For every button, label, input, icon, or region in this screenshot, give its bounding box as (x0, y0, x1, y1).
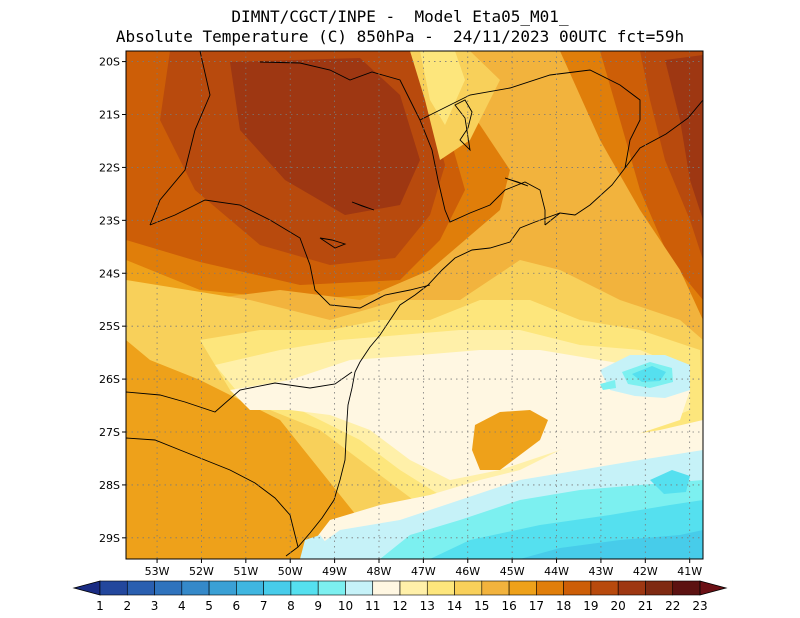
map-title-line-2: Absolute Temperature (C) 850hPa - 24/11/… (115, 27, 685, 46)
state-border (126, 437, 299, 548)
colorbar-swatch (590, 580, 619, 596)
colorbar-label: 21 (638, 599, 653, 613)
state-border (149, 199, 431, 309)
colorbar-swatch (563, 580, 592, 596)
state-border (259, 61, 546, 225)
lat-tick-label: 25S (99, 320, 120, 333)
lon-tick-label: 48W (367, 565, 392, 578)
colorbar-swatch (126, 580, 155, 596)
lon-tick-label: 52W (189, 565, 214, 578)
lat-tick-label: 27S (99, 426, 120, 439)
lat-tick-label: 29S (99, 532, 120, 545)
colorbar-swatch (345, 580, 374, 596)
colorbar-swatch (399, 580, 428, 596)
lon-tick-label: 50W (278, 565, 303, 578)
colorbar-swatch (236, 580, 264, 596)
colorbar-label: 8 (287, 599, 295, 613)
lon-tick-label: 41W (677, 565, 702, 578)
colorbar-swatch (263, 580, 292, 596)
lat-tick-label: 24S (99, 267, 120, 280)
colorbar-label: 1 (96, 599, 104, 613)
reservoir (351, 201, 375, 211)
colorbar-label: 12 (392, 599, 407, 613)
map-axes: 20S 21S 22S 23S 24S 25S 26S 27S 28S 29S 53W 52W 51W 5… (99, 56, 702, 578)
lon-tick-label: 49W (322, 565, 347, 578)
temperature-field (126, 51, 703, 559)
lon-tick-label: 44W (544, 565, 569, 578)
lat-tick-label: 21S (99, 109, 120, 122)
lon-tick-label: 46W (455, 565, 480, 578)
lon-tick-label: 43W (588, 565, 613, 578)
colorbar-swatch (426, 580, 455, 596)
lat-tick-label: 20S (99, 56, 120, 69)
colorbar-swatch (617, 580, 646, 596)
lon-tick-label: 45W (500, 565, 525, 578)
state-border (149, 51, 211, 226)
colorbar-label: 15 (474, 599, 489, 613)
state-border (544, 212, 561, 226)
colorbar-label: 16 (501, 599, 516, 613)
reservoir (319, 237, 347, 249)
colorbar-swatch (672, 580, 701, 596)
colorbar: 1 2 3 4 5 6 7 8 9 10 11 12 13 14 15 16 17 18 19 20 21 22 23 (72, 580, 728, 613)
lon-tick-label: 47W (411, 565, 436, 578)
colorbar-label: 5 (205, 599, 213, 613)
graticule (126, 51, 703, 559)
colorbar-label: 9 (314, 599, 322, 613)
lat-tick-label: 23S (99, 214, 120, 227)
state-border (419, 69, 641, 169)
colorbar-swatch (645, 580, 674, 596)
colorbar-under-arrow (72, 580, 101, 596)
colorbar-label: 18 (556, 599, 571, 613)
colorbar-label: 17 (529, 599, 544, 613)
map-title-line-1: DIMNT/CGCT/INPE - Model Eta05_M01_ (231, 7, 569, 26)
colorbar-label: 2 (123, 599, 131, 613)
colorbar-swatch (481, 580, 510, 596)
lat-tick-label: 26S (99, 373, 120, 386)
colorbar-swatch (290, 580, 319, 596)
lat-tick-label: 22S (99, 161, 120, 174)
colorbar-swatch (99, 580, 128, 596)
colorbar-swatch (154, 580, 183, 596)
colorbar-label: 22 (665, 599, 680, 613)
reservoir (504, 177, 529, 187)
colorbar-swatch (372, 580, 401, 596)
political-boundaries (126, 51, 703, 557)
colorbar-label: 14 (447, 599, 462, 613)
colorbar-label: 13 (420, 599, 435, 613)
colorbar-swatch (508, 580, 537, 596)
colorbar-swatch (454, 580, 483, 596)
colorbar-swatch (181, 580, 210, 596)
reservoir (454, 99, 473, 152)
colorbar-label: 23 (692, 599, 707, 613)
colorbar-label: 6 (233, 599, 241, 613)
colorbar-label: 11 (365, 599, 380, 613)
state-border (126, 371, 353, 413)
lon-tick-label: 42W (633, 565, 658, 578)
lon-tick-label: 53W (145, 565, 170, 578)
colorbar-label: 4 (178, 599, 186, 613)
lon-tick-label: 51W (233, 565, 258, 578)
colorbar-swatch (536, 580, 564, 596)
colorbar-label: 20 (611, 599, 626, 613)
colorbar-label: 3 (151, 599, 159, 613)
coastline (285, 99, 703, 557)
colorbar-swatch (208, 580, 237, 596)
colorbar-label: 10 (338, 599, 353, 613)
colorbar-swatch (317, 580, 346, 596)
colorbar-over-arrow (699, 580, 728, 596)
colorbar-label: 7 (260, 599, 268, 613)
colorbar-label: 19 (583, 599, 598, 613)
map-frame (125, 50, 704, 560)
lat-tick-label: 28S (99, 479, 120, 492)
